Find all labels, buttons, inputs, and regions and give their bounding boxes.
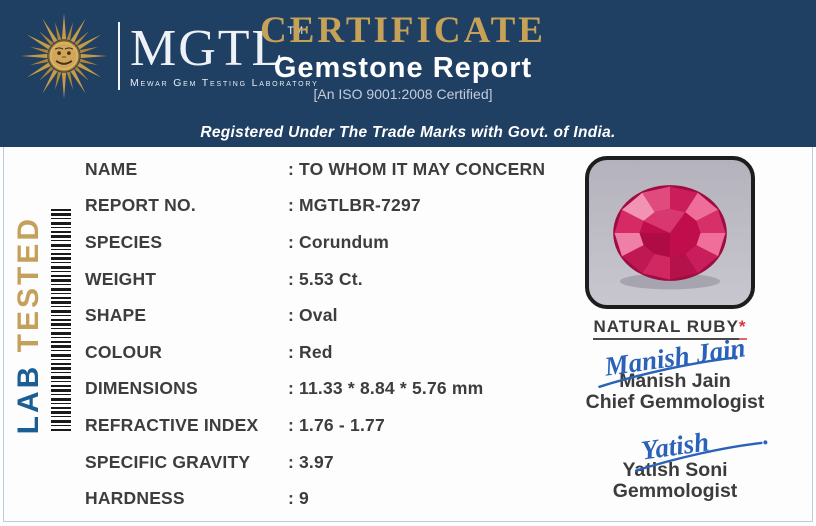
row-label: REPORT NO. [85,195,196,216]
certificate-title: CERTIFICATE [260,10,546,51]
row-label: NAME [85,158,138,179]
logo-subtitle: Mewar Gem Testing Laboratory [130,77,319,89]
report-type-title: Gemstone Report [273,52,533,84]
photo-caption: NATURAL RUBY* [585,317,755,340]
row-label: WEIGHT [85,268,157,289]
registered-trademark-note: Registered Under The Trade Marks with Go… [200,124,616,141]
row-label: SPECIES [85,231,163,252]
lab-tested-vertical-label: LAB TESTED [12,206,46,434]
sun-face-logo-icon [20,12,108,100]
signatory-title: Chief Gemmologist [585,391,765,413]
row-value: Oval [299,305,338,326]
logo-abbr: MGTL [130,20,286,77]
table-row: SPECIES : Corundum [85,224,560,261]
row-value: Red [299,341,333,362]
row-value: 5.53 Ct. [299,268,363,289]
report-table: NAME : TO WHOM IT MAY CONCERN REPORT NO.… [85,151,560,517]
lab-tested-strip: LAB TESTED [12,206,71,434]
row-value: MGTLBR-7297 [299,195,421,216]
row-colon: : [287,341,295,362]
logo-divider [118,22,120,90]
signature-script: Manish Jain [598,332,747,388]
logo-text: MGTL TM Mewar Gem Testing Laboratory [130,20,319,90]
tested-label: TESTED [12,215,45,353]
row-colon: : [287,414,295,435]
row-colon: : [287,488,295,509]
lab-logo: MGTL TM Mewar Gem Testing Laboratory [20,12,319,100]
table-row: WEIGHT : 5.53 Ct. [85,261,560,298]
signatory-block-gemmologist: Yatish Yatish Soni Gemmologist [558,426,792,502]
table-row: REFRACTIVE INDEX : 1.76 - 1.77 [85,407,560,444]
row-label: REFRACTIVE INDEX [85,414,259,435]
row-colon: : [287,378,295,399]
lab-label: LAB [12,363,45,435]
row-colon: : [287,268,295,289]
gem-photo-frame [585,156,755,309]
signature-flourish-icon [598,355,738,388]
row-value: 3.97 [299,451,334,472]
photo-caption-text: NATURAL RUBY [593,317,739,340]
row-value: 1.76 - 1.77 [299,414,385,435]
signatory-block-chief-gemmologist: Manish Jain Manish Jain Chief Gemmologis… [558,332,792,413]
signatory-name: Yatish Soni [622,459,728,481]
row-colon: : [287,231,295,252]
trademark-symbol: TM [287,25,304,37]
iso-certification-note: [An ISO 9001:2008 Certified] [313,86,493,102]
signature-flourish-icon [634,440,768,472]
row-label: SHAPE [85,305,147,326]
table-row: HARDNESS : 9 [85,480,560,517]
table-row: COLOUR : Red [85,334,560,371]
signatory-name: Manish Jain [619,370,731,392]
certificate-header: MGTL TM Mewar Gem Testing Laboratory CER… [0,0,816,147]
row-colon: : [287,195,295,216]
row-label: COLOUR [85,341,163,362]
row-colon: : [287,158,295,179]
table-row: NAME : TO WHOM IT MAY CONCERN [85,151,560,188]
row-value: TO WHOM IT MAY CONCERN [299,158,546,179]
row-label: DIMENSIONS [85,378,198,399]
table-row: DIMENSIONS : 11.33 * 8.84 * 5.76 mm [85,371,560,408]
barcode-icon [51,209,71,431]
row-label: SPECIFIC GRAVITY [85,451,251,472]
row-colon: : [287,305,295,326]
table-row: SHAPE : Oval [85,297,560,334]
row-colon: : [287,451,295,472]
signature-script: Yatish [634,426,768,472]
table-row: REPORT NO. : MGTLBR-7297 [85,188,560,225]
header-titles: CERTIFICATE Gemstone Report [An ISO 9001… [168,10,638,103]
ruby-image [613,184,727,289]
row-value: 11.33 * 8.84 * 5.76 mm [299,378,484,399]
signatory-title: Gemmologist [612,480,738,502]
table-row: SPECIFIC GRAVITY : 3.97 [85,444,560,481]
caption-asterisk: * [738,317,747,340]
row-value: Corundum [299,231,390,252]
row-label: HARDNESS [85,488,185,509]
row-value: 9 [299,488,309,509]
